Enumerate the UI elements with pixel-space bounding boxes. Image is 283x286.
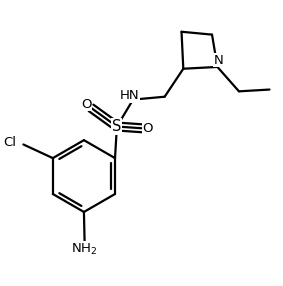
Text: N: N [213, 54, 223, 67]
Text: HN: HN [119, 89, 139, 102]
Text: O: O [81, 98, 92, 111]
Text: Cl: Cl [3, 136, 16, 149]
Text: O: O [142, 122, 153, 135]
Text: NH$_2$: NH$_2$ [71, 242, 98, 257]
Text: S: S [112, 119, 122, 134]
